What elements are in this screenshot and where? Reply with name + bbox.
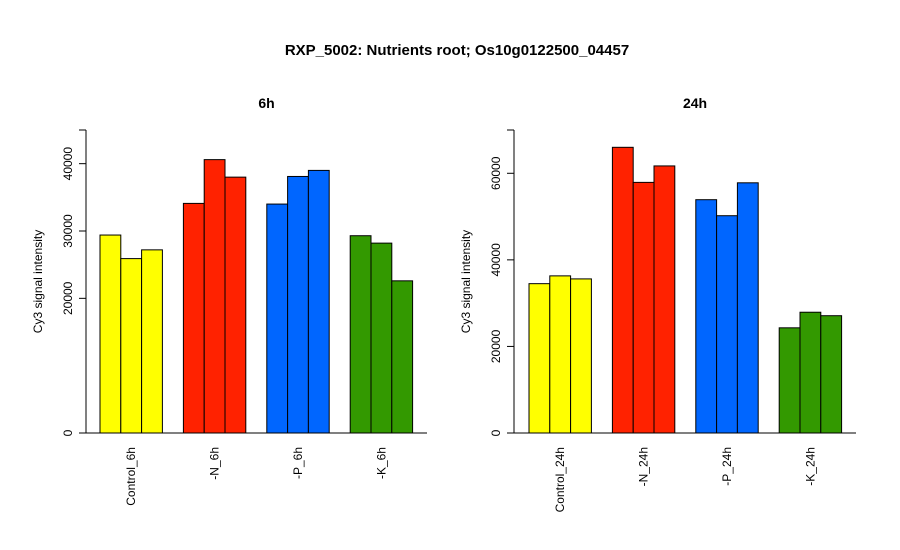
bar [266,203,289,434]
panel-title: 6h [258,95,274,111]
panel-title: 24h [683,95,707,111]
bar [182,202,205,434]
y-tick-label: 0 [489,429,503,436]
y-axis-label: Cy3 signal intensity [459,230,473,333]
bar [99,234,122,434]
bar [549,275,572,434]
x-category-label: -N_6h [208,447,222,480]
bar [632,181,655,434]
bar [611,146,634,434]
y-tick-label: 60000 [489,156,503,190]
bar [307,169,330,434]
bar [391,280,414,434]
bar [799,311,822,434]
y-tick-label: 20000 [489,329,503,363]
bar [141,249,163,434]
bar [736,182,759,434]
y-tick-label: 0 [61,429,75,436]
x-category-label: -K_6h [374,447,388,479]
bar [349,235,372,434]
bar [778,327,801,434]
bar [224,176,247,434]
x-category-label: -P_6h [291,447,305,479]
x-category-label: -N_24h [637,447,651,486]
bar [820,315,843,434]
y-tick-label: 20000 [61,281,75,315]
y-tick-label: 30000 [61,214,75,248]
y-tick-label: 40000 [489,243,503,277]
bar [716,215,738,434]
bar [120,258,143,434]
figure-title: RXP_5002: Nutrients root; Os10g0122500_0… [285,42,629,59]
panel-24h: 24h 0 20000 40000 60000 Cy3 signal intensity C… [459,95,856,512]
bar [370,242,393,434]
panel-6h: 6h 0 20000 30000 40000 Cy3 signal intensity Co… [31,95,427,506]
bar [653,165,676,434]
x-category-label: -P_24h [720,447,734,486]
y-axis-label: Cy3 signal intensity [31,230,45,333]
x-category-label: Control_6h [124,447,138,506]
x-category-label: -K_24h [803,447,817,486]
bar [528,283,551,434]
bar [695,199,718,434]
x-category-label: Control_24h [553,447,567,512]
bar [203,159,226,434]
y-tick-label: 40000 [61,147,75,181]
bar [570,278,592,434]
bar [287,175,309,434]
